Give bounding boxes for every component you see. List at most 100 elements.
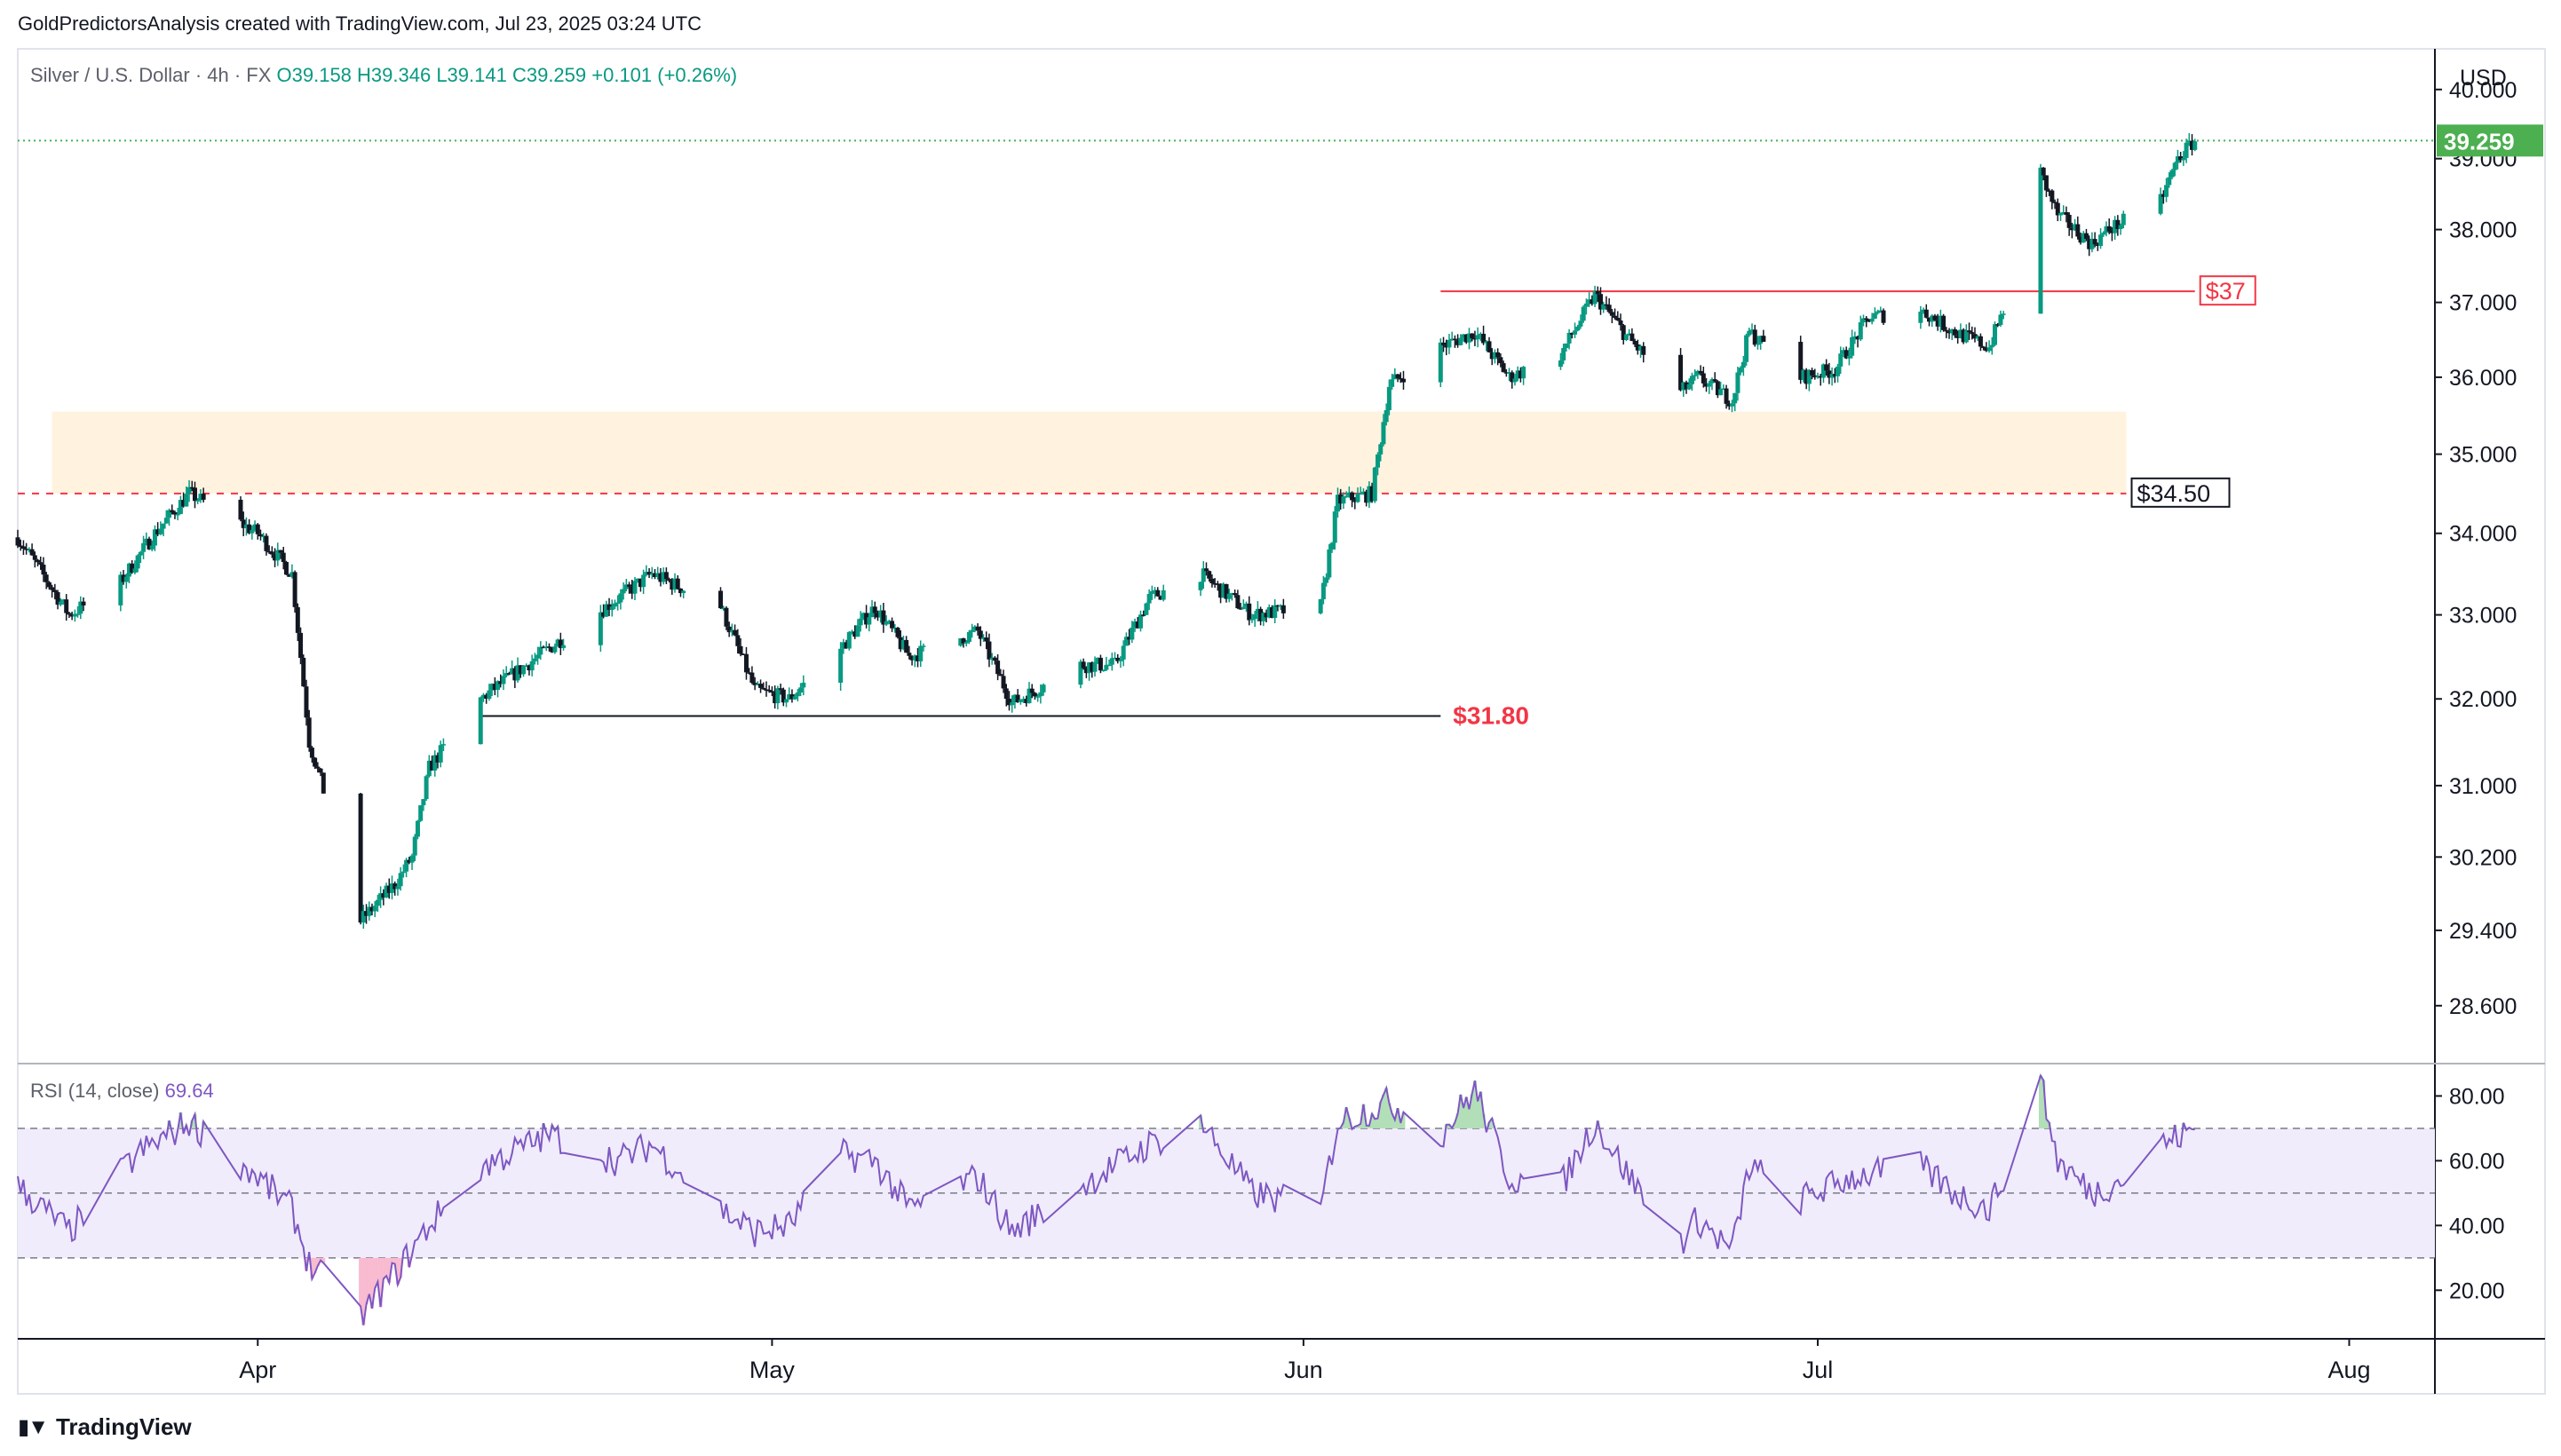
candle-down (1398, 377, 1403, 380)
candle-down (998, 674, 1003, 677)
candle-up (1578, 320, 1583, 327)
candle-up (900, 639, 906, 650)
symbol-name[interactable]: Silver / U.S. Dollar · 4h · FX (30, 64, 272, 86)
candle-down (1590, 299, 1595, 305)
candle-down (2106, 226, 2112, 232)
candle-up (1718, 389, 1724, 396)
candle-down (653, 573, 658, 577)
candle-up (510, 668, 515, 675)
candle-down (749, 672, 755, 684)
candle-down (155, 529, 161, 534)
candle-up (1707, 383, 1712, 387)
time-tick-label: May (749, 1357, 796, 1383)
candle-up (2061, 212, 2066, 214)
candle-up (243, 524, 249, 528)
candle-down (1218, 583, 1224, 598)
tradingview-logo-text: TradingView (55, 1413, 192, 1440)
tradingview-logo[interactable]: ▮▼ TradingView (18, 1413, 192, 1441)
candle-up (963, 641, 969, 644)
candle-up (1729, 403, 1734, 407)
candle-up (1372, 467, 1377, 502)
candle-up (838, 648, 844, 683)
candle-up (2175, 156, 2180, 163)
candle-down (1338, 495, 1344, 504)
candle-up (501, 676, 506, 684)
candle-down (64, 599, 69, 613)
candle-down (675, 578, 680, 589)
candle-up (615, 602, 621, 605)
candle-down (987, 641, 992, 660)
candle-up (1521, 367, 1526, 379)
candle-up (1381, 422, 1386, 445)
rsi-pane: 80.00 60.00 40.00 20.00 (17, 1073, 2505, 1325)
candle-down (1615, 318, 1621, 320)
candle-up (1564, 343, 1569, 348)
candle-down (724, 607, 729, 627)
candle-down (181, 500, 186, 507)
candle-up (163, 518, 169, 524)
candle-up (1104, 664, 1109, 670)
candle-up (1438, 342, 1443, 383)
candle-up (361, 911, 366, 923)
candle-down (546, 646, 551, 648)
candle-up (886, 621, 892, 622)
candle-down (1141, 614, 1146, 616)
level-label: $34.50 (2137, 480, 2211, 507)
rsi-title[interactable]: RSI (14, close) (30, 1080, 160, 1102)
candle-down (1215, 583, 1220, 585)
candle-up (1092, 661, 1098, 672)
price-tick-label: 36.000 (2449, 366, 2517, 391)
candle-up (1869, 318, 1875, 322)
candle-up (661, 572, 666, 582)
candle-down (1247, 603, 1252, 621)
candle-down (1941, 315, 1947, 330)
candle-up (1318, 598, 1323, 613)
candle-up (1758, 336, 1764, 344)
rsi-tick-label: 60.00 (2449, 1149, 2505, 1174)
candle-down (192, 487, 197, 502)
candle-down (241, 519, 246, 528)
candle-down (1613, 315, 1618, 319)
rsi-tick-label: 20.00 (2449, 1278, 2505, 1303)
candle-down (1812, 375, 1818, 378)
candle-up (1846, 355, 1851, 359)
candle-down (1947, 331, 1952, 334)
candle-up (158, 528, 163, 534)
candle-down (295, 606, 300, 633)
candle-down (890, 621, 895, 629)
candle-down (1498, 357, 1503, 364)
candle-up (1475, 335, 1480, 340)
candle-down (1726, 403, 1732, 407)
candle-up (1146, 594, 1152, 604)
candle-down (273, 554, 278, 561)
candle-up (1106, 664, 1112, 667)
time-tick-label: Aug (2327, 1357, 2370, 1383)
candle-up (621, 589, 626, 594)
candle-down (1444, 344, 1449, 348)
price-tick-label: 31.000 (2449, 774, 2517, 799)
rsi-line (17, 1073, 2195, 1325)
candle-down (875, 613, 880, 618)
candle-down (773, 692, 778, 704)
candle-up (1010, 702, 1015, 706)
candle-down (1470, 333, 1475, 338)
candle-down (69, 614, 75, 617)
candle-down (1981, 346, 1986, 348)
candle-down (1081, 661, 1086, 669)
candle-up (1575, 326, 1581, 331)
candle-up (1806, 369, 1812, 384)
candle-down (18, 545, 23, 548)
candle-down (663, 572, 669, 580)
candle-down (1472, 337, 1478, 340)
candle-down (743, 653, 749, 673)
candle-up (1035, 696, 1041, 698)
candle-down (916, 655, 921, 661)
candle-up (1732, 392, 1738, 404)
candle-up (1153, 590, 1158, 592)
candle-up (1858, 322, 1863, 340)
candle-up (1930, 315, 1935, 322)
candle-down (1995, 324, 2001, 326)
candle-up (623, 584, 629, 590)
candle-up (1198, 582, 1203, 590)
